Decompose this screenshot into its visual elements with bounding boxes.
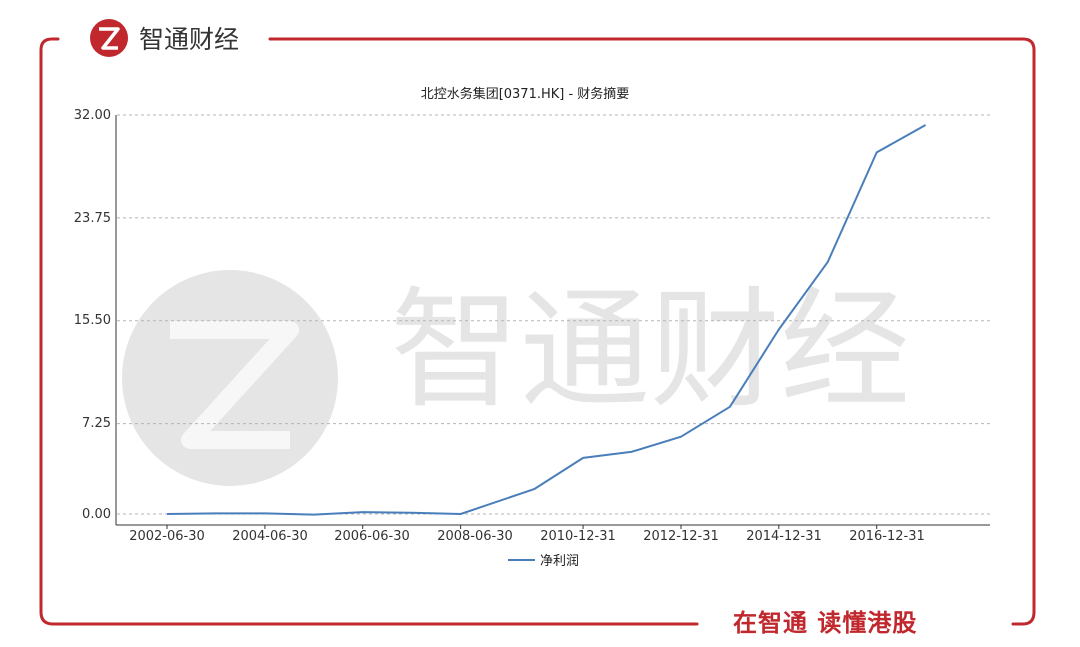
y-tick-label: 32.00 bbox=[74, 108, 111, 123]
x-tick-label: 2016-12-31 bbox=[849, 529, 925, 544]
watermark: 智通财经 bbox=[122, 270, 910, 486]
x-tick-label: 2012-12-31 bbox=[643, 529, 719, 544]
y-tick-labels: 32.00 23.75 15.50 7.25 0.00 bbox=[74, 108, 111, 522]
chart-title: 北控水务集团[0371.HK] - 财务摘要 bbox=[421, 86, 630, 102]
x-tick-label: 2014-12-31 bbox=[746, 529, 822, 544]
series-layer bbox=[166, 124, 927, 516]
slogan: 在智通 读懂港股 bbox=[733, 609, 917, 637]
x-tick-labels: 2002-06-30 2004-06-30 2006-06-30 2008-06… bbox=[129, 529, 925, 544]
chart-axes bbox=[115, 115, 990, 529]
brand-logo: 智通财经 bbox=[90, 19, 239, 57]
legend: 净利润 bbox=[508, 554, 579, 569]
frame-border bbox=[39, 37, 1036, 626]
x-tick-label: 2010-12-31 bbox=[540, 529, 616, 544]
x-tick-label: 2008-06-30 bbox=[437, 529, 513, 544]
logo-mark bbox=[99, 27, 120, 50]
y-tick-label: 23.75 bbox=[74, 211, 111, 226]
y-tick-label: 0.00 bbox=[82, 507, 111, 522]
y-tick-label: 7.25 bbox=[82, 416, 111, 431]
watermark-text: 智通财经 bbox=[390, 274, 910, 426]
watermark-logo-mark bbox=[170, 321, 299, 449]
legend-label: 净利润 bbox=[540, 554, 579, 569]
brand-name: 智通财经 bbox=[139, 25, 239, 54]
x-tick-label: 2006-06-30 bbox=[334, 529, 410, 544]
series-line bbox=[166, 124, 927, 516]
x-tick-label: 2004-06-30 bbox=[232, 529, 308, 544]
watermark-logo-icon bbox=[122, 270, 338, 486]
y-tick-label: 15.50 bbox=[74, 313, 111, 328]
x-tick-label: 2002-06-30 bbox=[129, 529, 205, 544]
